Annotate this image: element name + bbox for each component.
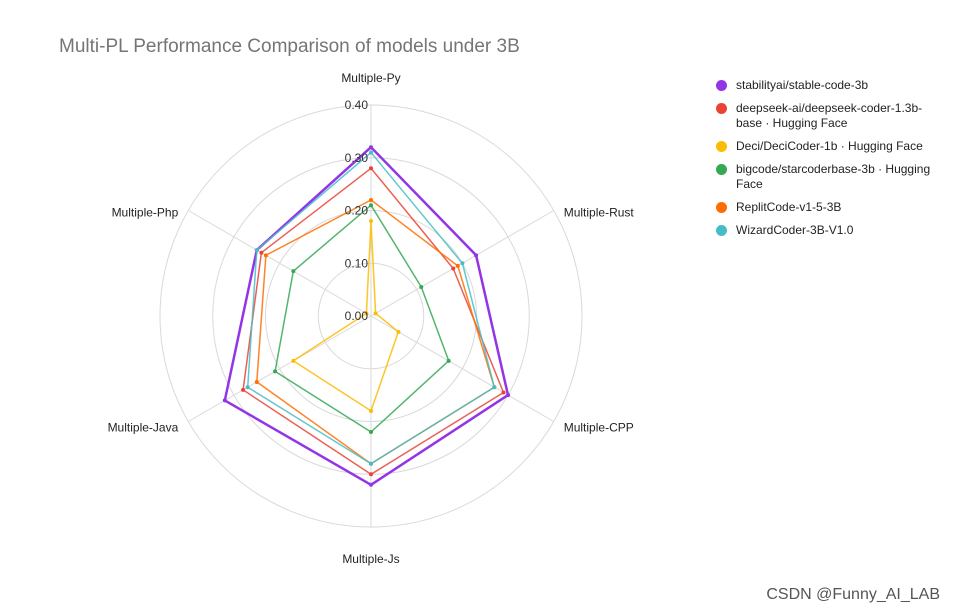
grid-spoke-5 <box>188 210 372 317</box>
legend-label: stabilityai/stable-code-3b <box>736 78 869 92</box>
data-point-1-1 <box>451 266 456 271</box>
tick-label: 0.00 <box>345 309 369 323</box>
data-point-4-1 <box>455 263 460 268</box>
data-point-5-1 <box>460 261 465 266</box>
data-point-2-3 <box>369 408 373 413</box>
series-line-1 <box>242 167 505 476</box>
data-point-4-0 <box>369 197 373 202</box>
axis-label: Multiple-Java <box>108 421 179 435</box>
grid-spoke-2 <box>370 315 554 422</box>
legend-marker <box>716 103 727 114</box>
data-point-0-3 <box>369 482 373 487</box>
tick-label: 0.10 <box>345 256 369 270</box>
data-point-1-2 <box>501 390 506 395</box>
data-point-4-5 <box>263 253 268 258</box>
data-point-2-0 <box>369 219 373 224</box>
data-point-1-5 <box>259 250 264 255</box>
axis-label: Multiple-Rust <box>564 206 635 220</box>
data-point-5-0 <box>369 150 373 155</box>
data-point-2-1 <box>373 311 378 316</box>
legend-item[interactable]: stabilityai/stable-code-3b <box>716 78 948 93</box>
axis-label: Multiple-Js <box>342 552 399 566</box>
grid-spoke-4 <box>188 315 372 422</box>
legend-item[interactable]: WizardCoder-3B-V1.0 <box>716 223 948 238</box>
data-point-5-2 <box>492 385 497 390</box>
data-point-4-4 <box>254 379 259 384</box>
legend-marker <box>716 225 727 236</box>
data-point-3-2 <box>446 358 451 363</box>
legend-item[interactable]: deepseek-ai/deepseek-coder-1.3b-base · H… <box>716 101 948 131</box>
watermark: CSDN @Funny_AI_LAB <box>766 586 940 603</box>
axis-label: Multiple-Py <box>341 71 400 85</box>
data-point-0-2 <box>506 393 511 398</box>
data-point-2-2 <box>396 329 401 334</box>
tick-label: 0.30 <box>345 151 369 165</box>
tick-label: 0.20 <box>345 204 369 218</box>
data-point-3-4 <box>273 369 278 374</box>
axis-label: Multiple-CPP <box>564 421 634 435</box>
axis-label: Multiple-Php <box>112 206 179 220</box>
data-point-3-3 <box>369 430 373 435</box>
data-point-3-5 <box>291 269 296 274</box>
legend-label: ReplitCode-v1-5-3B <box>736 200 842 214</box>
data-point-5-5 <box>254 248 259 253</box>
legend-marker <box>716 164 727 175</box>
series-line-4 <box>256 199 496 465</box>
tick-label: 0.40 <box>345 98 369 112</box>
chart-title: Multi-PL Performance Comparison of model… <box>59 36 520 57</box>
data-point-1-0 <box>369 166 373 171</box>
data-point-0-0 <box>369 145 373 150</box>
data-point-5-3 <box>369 461 373 466</box>
legend-marker <box>716 80 727 91</box>
legend-marker <box>716 141 727 152</box>
legend-marker <box>716 202 727 213</box>
legend-item[interactable]: ReplitCode-v1-5-3B <box>716 200 948 215</box>
data-point-2-4 <box>291 358 296 363</box>
legend-item[interactable]: bigcode/starcoderbase-3b · Hugging Face <box>716 162 948 192</box>
data-point-0-4 <box>222 398 227 403</box>
data-point-3-1 <box>419 284 424 289</box>
legend-label: WizardCoder-3B-V1.0 <box>736 223 854 237</box>
data-point-0-1 <box>474 253 479 258</box>
data-point-1-4 <box>241 387 246 392</box>
data-point-3-0 <box>369 203 373 208</box>
legend-label: deepseek-ai/deepseek-coder-1.3b-base · H… <box>736 101 923 130</box>
chart-legend: stabilityai/stable-code-3b deepseek-ai/de… <box>716 78 948 246</box>
legend-label: bigcode/starcoderbase-3b · Hugging Face <box>736 162 931 191</box>
legend-label: Deci/DeciCoder-1b · Hugging Face <box>736 139 923 153</box>
data-point-2-5 <box>364 311 369 316</box>
data-point-5-4 <box>245 385 250 390</box>
data-point-1-3 <box>369 472 373 477</box>
legend-item[interactable]: Deci/DeciCoder-1b · Hugging Face <box>716 139 948 154</box>
